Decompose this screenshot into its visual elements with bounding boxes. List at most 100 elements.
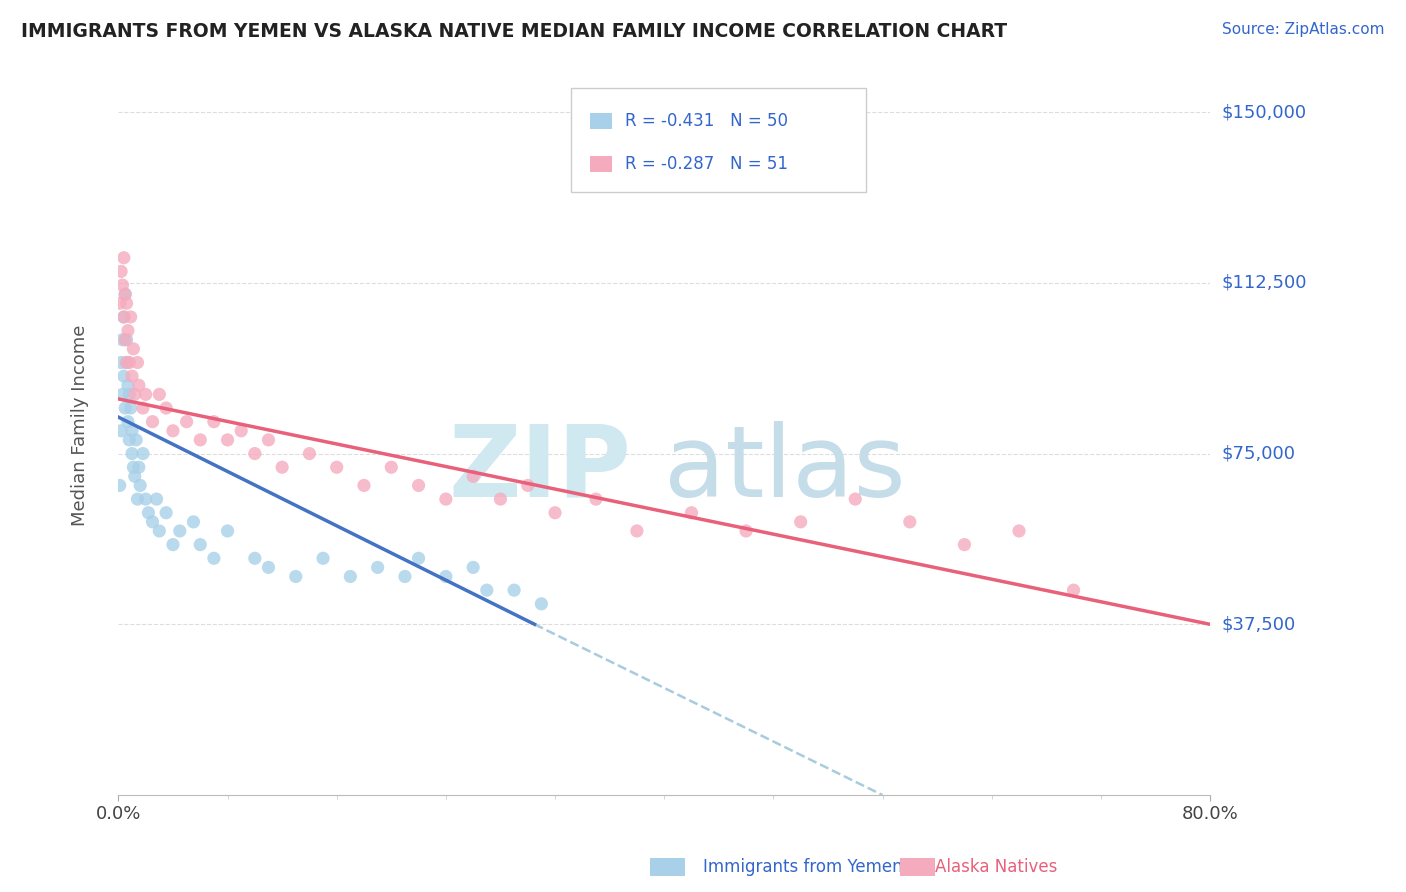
Point — [111, 387, 134, 401]
Point — [122, 342, 145, 356]
Point — [516, 478, 538, 492]
Text: atlas: atlas — [664, 421, 905, 518]
Point — [127, 355, 149, 369]
Text: R = -0.287   N = 51: R = -0.287 N = 51 — [624, 155, 787, 173]
Point — [284, 569, 307, 583]
Point — [121, 369, 143, 384]
Point — [122, 460, 145, 475]
Point — [408, 551, 430, 566]
Point — [408, 478, 430, 492]
Point — [111, 333, 134, 347]
Point — [544, 506, 567, 520]
Point — [394, 569, 416, 583]
Text: $37,500: $37,500 — [1222, 615, 1295, 633]
Point — [298, 446, 321, 460]
Point — [121, 446, 143, 460]
Point — [530, 597, 553, 611]
Point — [112, 310, 135, 324]
Point — [953, 538, 976, 552]
Point — [128, 378, 150, 392]
Point — [503, 583, 526, 598]
Text: Median Family Income: Median Family Income — [72, 325, 89, 525]
Point — [108, 478, 131, 492]
Point — [129, 478, 152, 492]
Point — [169, 524, 191, 538]
Point — [112, 369, 135, 384]
Point — [257, 433, 280, 447]
Text: Source: ZipAtlas.com: Source: ZipAtlas.com — [1222, 22, 1385, 37]
Point — [120, 310, 142, 324]
Point — [155, 401, 177, 415]
Point — [231, 424, 253, 438]
Point — [1008, 524, 1031, 538]
Point — [115, 333, 138, 347]
Text: $112,500: $112,500 — [1222, 274, 1306, 292]
Point — [176, 415, 198, 429]
Point — [202, 551, 225, 566]
Point — [202, 415, 225, 429]
Point — [339, 569, 361, 583]
FancyBboxPatch shape — [591, 156, 612, 172]
Point — [124, 387, 146, 401]
FancyBboxPatch shape — [591, 113, 612, 129]
Point — [844, 492, 866, 507]
Point — [257, 560, 280, 574]
Text: $150,000: $150,000 — [1222, 103, 1306, 121]
Point — [117, 415, 139, 429]
Text: $75,000: $75,000 — [1222, 444, 1295, 463]
Point — [434, 569, 457, 583]
Point — [243, 446, 266, 460]
Point — [110, 355, 132, 369]
Point — [1063, 583, 1085, 598]
Point — [128, 460, 150, 475]
Point — [114, 401, 136, 415]
Point — [217, 524, 239, 538]
Point — [626, 524, 648, 538]
Text: Immigrants from Yemen: Immigrants from Yemen — [703, 858, 903, 876]
Point — [118, 355, 141, 369]
Point — [463, 469, 485, 483]
Point — [115, 355, 138, 369]
Point — [585, 492, 607, 507]
Point — [148, 524, 170, 538]
Point — [117, 324, 139, 338]
Point — [898, 515, 921, 529]
Point — [162, 538, 184, 552]
Point — [127, 492, 149, 507]
Point — [188, 433, 211, 447]
Point — [132, 446, 155, 460]
Point — [115, 296, 138, 310]
Point — [125, 433, 148, 447]
Point — [118, 433, 141, 447]
Point — [114, 333, 136, 347]
Point — [217, 433, 239, 447]
Point — [115, 355, 138, 369]
Point — [110, 424, 132, 438]
Point — [353, 478, 375, 492]
Point — [118, 387, 141, 401]
Point — [114, 287, 136, 301]
Point — [489, 492, 512, 507]
Point — [271, 460, 294, 475]
Point — [112, 251, 135, 265]
Point — [463, 560, 485, 574]
Point — [121, 424, 143, 438]
Point — [135, 492, 157, 507]
Point — [325, 460, 347, 475]
FancyBboxPatch shape — [571, 88, 866, 192]
Text: R = -0.431   N = 50: R = -0.431 N = 50 — [624, 112, 787, 130]
Point — [162, 424, 184, 438]
Point — [789, 515, 811, 529]
Point — [141, 415, 163, 429]
Text: IMMIGRANTS FROM YEMEN VS ALASKA NATIVE MEDIAN FAMILY INCOME CORRELATION CHART: IMMIGRANTS FROM YEMEN VS ALASKA NATIVE M… — [21, 22, 1007, 41]
Point — [243, 551, 266, 566]
Point — [112, 310, 135, 324]
Point — [312, 551, 335, 566]
Point — [367, 560, 389, 574]
Point — [148, 387, 170, 401]
Point — [110, 264, 132, 278]
Point — [114, 287, 136, 301]
Point — [434, 492, 457, 507]
Point — [135, 387, 157, 401]
Text: Alaska Natives: Alaska Natives — [935, 858, 1057, 876]
